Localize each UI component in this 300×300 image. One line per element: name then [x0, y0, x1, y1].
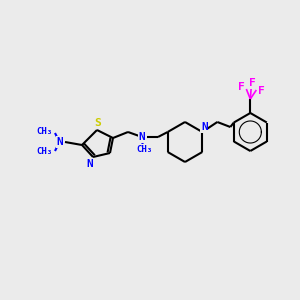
Text: F: F	[258, 86, 265, 96]
Text: CH₃: CH₃	[36, 128, 52, 136]
Text: N: N	[201, 122, 208, 132]
Text: N: N	[87, 159, 93, 169]
Text: N: N	[139, 132, 145, 142]
Text: F: F	[249, 78, 256, 88]
Text: F: F	[238, 82, 245, 92]
Text: S: S	[94, 118, 101, 128]
Text: CH₃: CH₃	[36, 148, 52, 157]
Text: CH₃: CH₃	[136, 145, 152, 154]
Text: N: N	[57, 137, 63, 147]
